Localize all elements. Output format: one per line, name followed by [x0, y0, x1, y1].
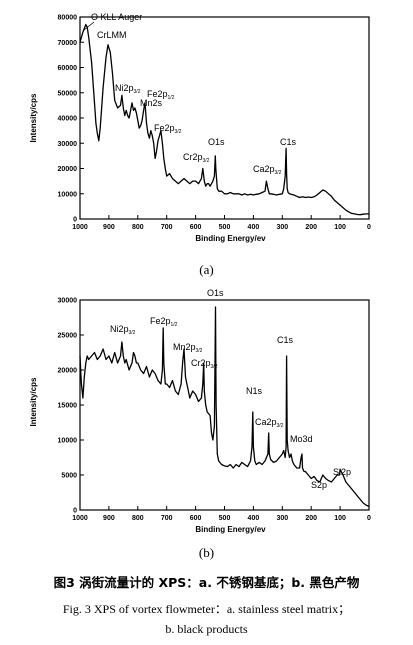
peak-label: Cr2p3/2	[183, 152, 210, 164]
peak-label: C1s	[280, 137, 297, 147]
y-tick-label: 30000	[58, 141, 78, 148]
peak-label: Ni2p3/2	[115, 83, 141, 95]
x-tick-label: 100	[334, 515, 346, 522]
y-tick-label: 20000	[58, 368, 78, 375]
peak-label: O1s	[208, 137, 225, 147]
peak-label: Fe2p1/2	[150, 316, 178, 328]
panel-label-a: (a)	[199, 262, 214, 277]
panel-label-b: (b)	[198, 545, 215, 560]
peak-label: Mo3d	[290, 434, 313, 444]
x-tick-label: 1000	[72, 515, 88, 522]
x-tick-label: 800	[132, 224, 144, 231]
y-tick-label: 50000	[58, 90, 78, 97]
y-tick-label: 5000	[61, 473, 77, 480]
y-tick-label: 10000	[58, 191, 78, 198]
peak-label: CrLMM	[97, 30, 127, 40]
peak-label: Ni2p3/2	[110, 324, 136, 336]
x-tick-label: 600	[190, 515, 202, 522]
figure-caption-english-line2: b. black products	[165, 622, 248, 636]
x-tick-label: 600	[190, 224, 202, 231]
x-tick-label: 200	[305, 224, 317, 231]
x-tick-label: 900	[103, 515, 115, 522]
peak-label: N1s	[246, 386, 263, 396]
spectrum-line	[79, 23, 369, 216]
peak-label: Ca2p3/2	[255, 417, 284, 429]
y-tick-label: 15000	[58, 403, 78, 410]
peak-label: S2p	[311, 480, 327, 490]
y-tick-label: 80000	[58, 15, 78, 22]
x-axis-label: Binding Energy/ev	[195, 525, 266, 534]
peak-label: O KLL Auger	[91, 12, 142, 22]
x-tick-label: 500	[219, 224, 231, 231]
x-tick-label: 300	[276, 515, 288, 522]
x-tick-label: 900	[103, 224, 115, 231]
xps-chart-a: 1000 900 800 700 600 500 400 300 200 100 001000020…	[29, 12, 371, 243]
x-tick-label: 200	[305, 515, 317, 522]
peak-label: Mn2s	[140, 98, 163, 108]
peak-label: Fe2p3/2	[154, 123, 182, 135]
x-tick-label: 400	[248, 224, 260, 231]
x-tick-label: 1000	[72, 224, 88, 231]
peak-label: Ca2p3/2	[253, 164, 282, 176]
annotation-leader-line	[83, 21, 95, 31]
y-tick-label: 30000	[58, 298, 78, 305]
y-tick-label: 20000	[58, 166, 78, 173]
y-tick-label: 10000	[58, 438, 78, 445]
x-tick-label: 500	[219, 515, 231, 522]
plot-frame	[79, 16, 370, 220]
x-tick-label: 700	[161, 224, 173, 231]
figure-caption-english-line1: Fig. 3 XPS of vortex flowmeter：a. stainl…	[62, 602, 351, 616]
y-axis-label: Intensity/cps	[29, 93, 38, 142]
y-tick-label: 0	[73, 217, 77, 224]
figure-caption-chinese: 图3 涡街流量计的 XPS：a. 不锈钢基底；b. 黑色产物	[53, 575, 360, 590]
x-tick-label: 700	[161, 515, 173, 522]
peak-label: Mn2p3/2	[173, 342, 203, 354]
x-tick-label: 0	[367, 515, 371, 522]
y-tick-label: 25000	[58, 333, 78, 340]
x-tick-label: 100	[334, 224, 346, 231]
y-axis-label: Intensity/cps	[29, 377, 38, 426]
x-tick-label: 300	[276, 224, 288, 231]
peak-label: O1s	[207, 288, 224, 298]
x-axis-label: Binding Energy/ev	[195, 234, 266, 243]
peak-label: C1s	[277, 335, 294, 345]
peak-label: Si2p	[333, 467, 351, 477]
y-tick-label: 40000	[58, 116, 78, 123]
y-tick-label: 60000	[58, 65, 78, 72]
y-tick-label: 70000	[58, 40, 78, 47]
spectrum-line	[79, 306, 370, 508]
x-tick-label: 0	[367, 224, 371, 231]
x-tick-label: 800	[132, 515, 144, 522]
x-tick-label: 400	[248, 515, 260, 522]
xps-chart-b: 1000 900 800 700 600 500 400 300 200 100 005000100…	[29, 288, 371, 534]
y-tick-label: 0	[73, 508, 77, 515]
